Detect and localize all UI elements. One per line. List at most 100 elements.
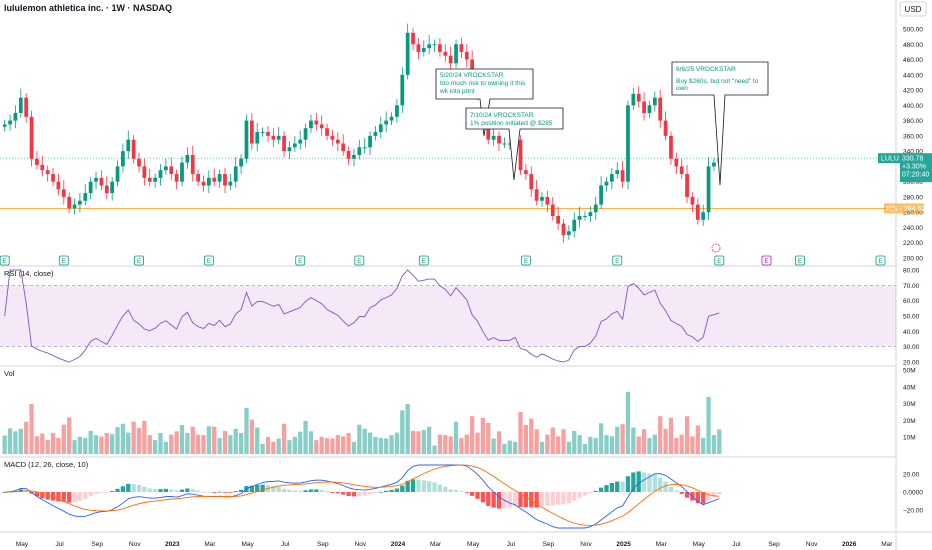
rsi-line: [4, 269, 720, 363]
candle-body: [706, 166, 711, 213]
future-earnings-label: E: [764, 259, 768, 265]
volume-bar: [652, 434, 657, 454]
candle-body: [362, 147, 367, 149]
macd-histogram-bar: [179, 489, 185, 492]
volume-bar: [276, 438, 281, 454]
volume-bar: [83, 438, 88, 454]
macd-histogram-bar: [158, 489, 163, 492]
macd-histogram-bar: [631, 472, 636, 492]
volume-bar: [421, 430, 426, 454]
macd-histogram-bar: [110, 491, 115, 492]
earnings-badge: [134, 255, 144, 266]
macd-histogram-bar: [40, 492, 45, 499]
candle-body: [427, 44, 432, 49]
volume-bar: [152, 440, 158, 454]
macd-histogram-bar: [668, 486, 674, 492]
future-earnings-marker[interactable]: E: [761, 255, 772, 266]
candle-body: [438, 44, 442, 52]
candle-body: [121, 151, 125, 167]
earnings-label: E: [137, 259, 141, 265]
candle-body: [249, 120, 254, 144]
macd-histogram-bar: [292, 490, 297, 492]
candle-body: [88, 181, 93, 194]
volume-bar: [158, 433, 163, 454]
macd-histogram-bar: [174, 490, 179, 492]
macd-histogram-bar: [281, 488, 287, 492]
candle-body: [309, 120, 313, 129]
macd-histogram-bar: [190, 489, 195, 492]
candle-body: [701, 212, 706, 220]
volume-bar: [206, 426, 212, 454]
macd-histogram-bar: [706, 492, 711, 501]
macd-histogram-bar: [83, 492, 88, 499]
earnings-label: E: [422, 259, 426, 265]
candle-body: [518, 139, 523, 171]
macd-histogram-bar: [314, 489, 319, 492]
time-tick: Sep: [317, 541, 329, 548]
currency-button[interactable]: [899, 1, 927, 17]
macd-histogram-bar: [647, 473, 652, 492]
candle-body: [330, 135, 335, 140]
candle-body: [29, 116, 34, 159]
earnings-badge: [875, 255, 886, 266]
volume-bar: [260, 443, 265, 454]
candle-body: [287, 147, 292, 152]
price-tick: 240.00: [903, 225, 923, 232]
macd-histogram-bar: [539, 492, 545, 507]
candle-body: [239, 158, 243, 167]
macd-histogram-bar: [115, 488, 120, 492]
dividend-icon[interactable]: [711, 243, 721, 253]
annotation-jul-2024[interactable]: 7/10/24 VROCKSTAR 1% position initiated …: [465, 107, 564, 181]
volume-bar: [432, 445, 437, 454]
volume-bar: [179, 425, 185, 454]
macd-histogram-bar: [34, 492, 40, 497]
macd-histogram-bar: [480, 492, 486, 503]
candle-body: [405, 32, 410, 75]
volume-bar: [351, 441, 357, 454]
annotation-jun-2025[interactable]: 6/6/25 VROCKSTAR Buy $260s, but not "nee…: [671, 61, 769, 186]
volume-bar: [298, 431, 303, 454]
volume-bar: [598, 423, 604, 454]
volume-bar: [625, 391, 631, 454]
last-price-change: +3.30%: [902, 164, 926, 171]
macd-histogram-bar: [561, 492, 566, 505]
candle-body: [604, 181, 609, 186]
candle-body: [378, 124, 383, 133]
candle-body: [561, 223, 566, 236]
candle-body: [464, 51, 469, 60]
candle-body: [228, 181, 233, 186]
volume-bar: [174, 431, 179, 454]
volume-bar: [29, 404, 34, 454]
candle-body: [432, 44, 437, 46]
macd-histogram-bar: [169, 489, 174, 492]
rsi-tick: 20.00: [903, 360, 920, 367]
volume-bar: [475, 432, 480, 454]
level-tag: [884, 203, 924, 214]
candle-body: [61, 189, 66, 197]
candle-body: [652, 97, 657, 106]
volume-bar: [104, 433, 109, 454]
bar-countdown: 07:20:40: [902, 172, 929, 179]
macd-histogram-bar: [45, 492, 50, 500]
volume-bar: [249, 419, 254, 454]
price-tick: 420.00: [903, 88, 923, 95]
macd-histogram-bar: [303, 490, 308, 492]
volume-bar: [115, 427, 120, 454]
candle-body: [201, 181, 206, 186]
earnings-label: E: [878, 259, 882, 265]
volume-bar: [663, 428, 668, 454]
price-tick: 200.00: [903, 256, 923, 263]
volume-bar: [572, 430, 577, 454]
macd-histogram-bar: [641, 472, 647, 492]
volume-bar: [636, 436, 641, 454]
candle-body: [411, 32, 415, 45]
macd-histogram-bar: [459, 491, 464, 492]
price-tick: 280.00: [903, 194, 923, 201]
ticker-tag-label: LULU: [881, 156, 899, 163]
candle-body: [524, 170, 528, 175]
candle-body: [40, 164, 45, 171]
macd-histogram-bar: [512, 492, 518, 507]
volume-bar: [620, 424, 625, 454]
macd-histogram-bar: [389, 489, 394, 492]
